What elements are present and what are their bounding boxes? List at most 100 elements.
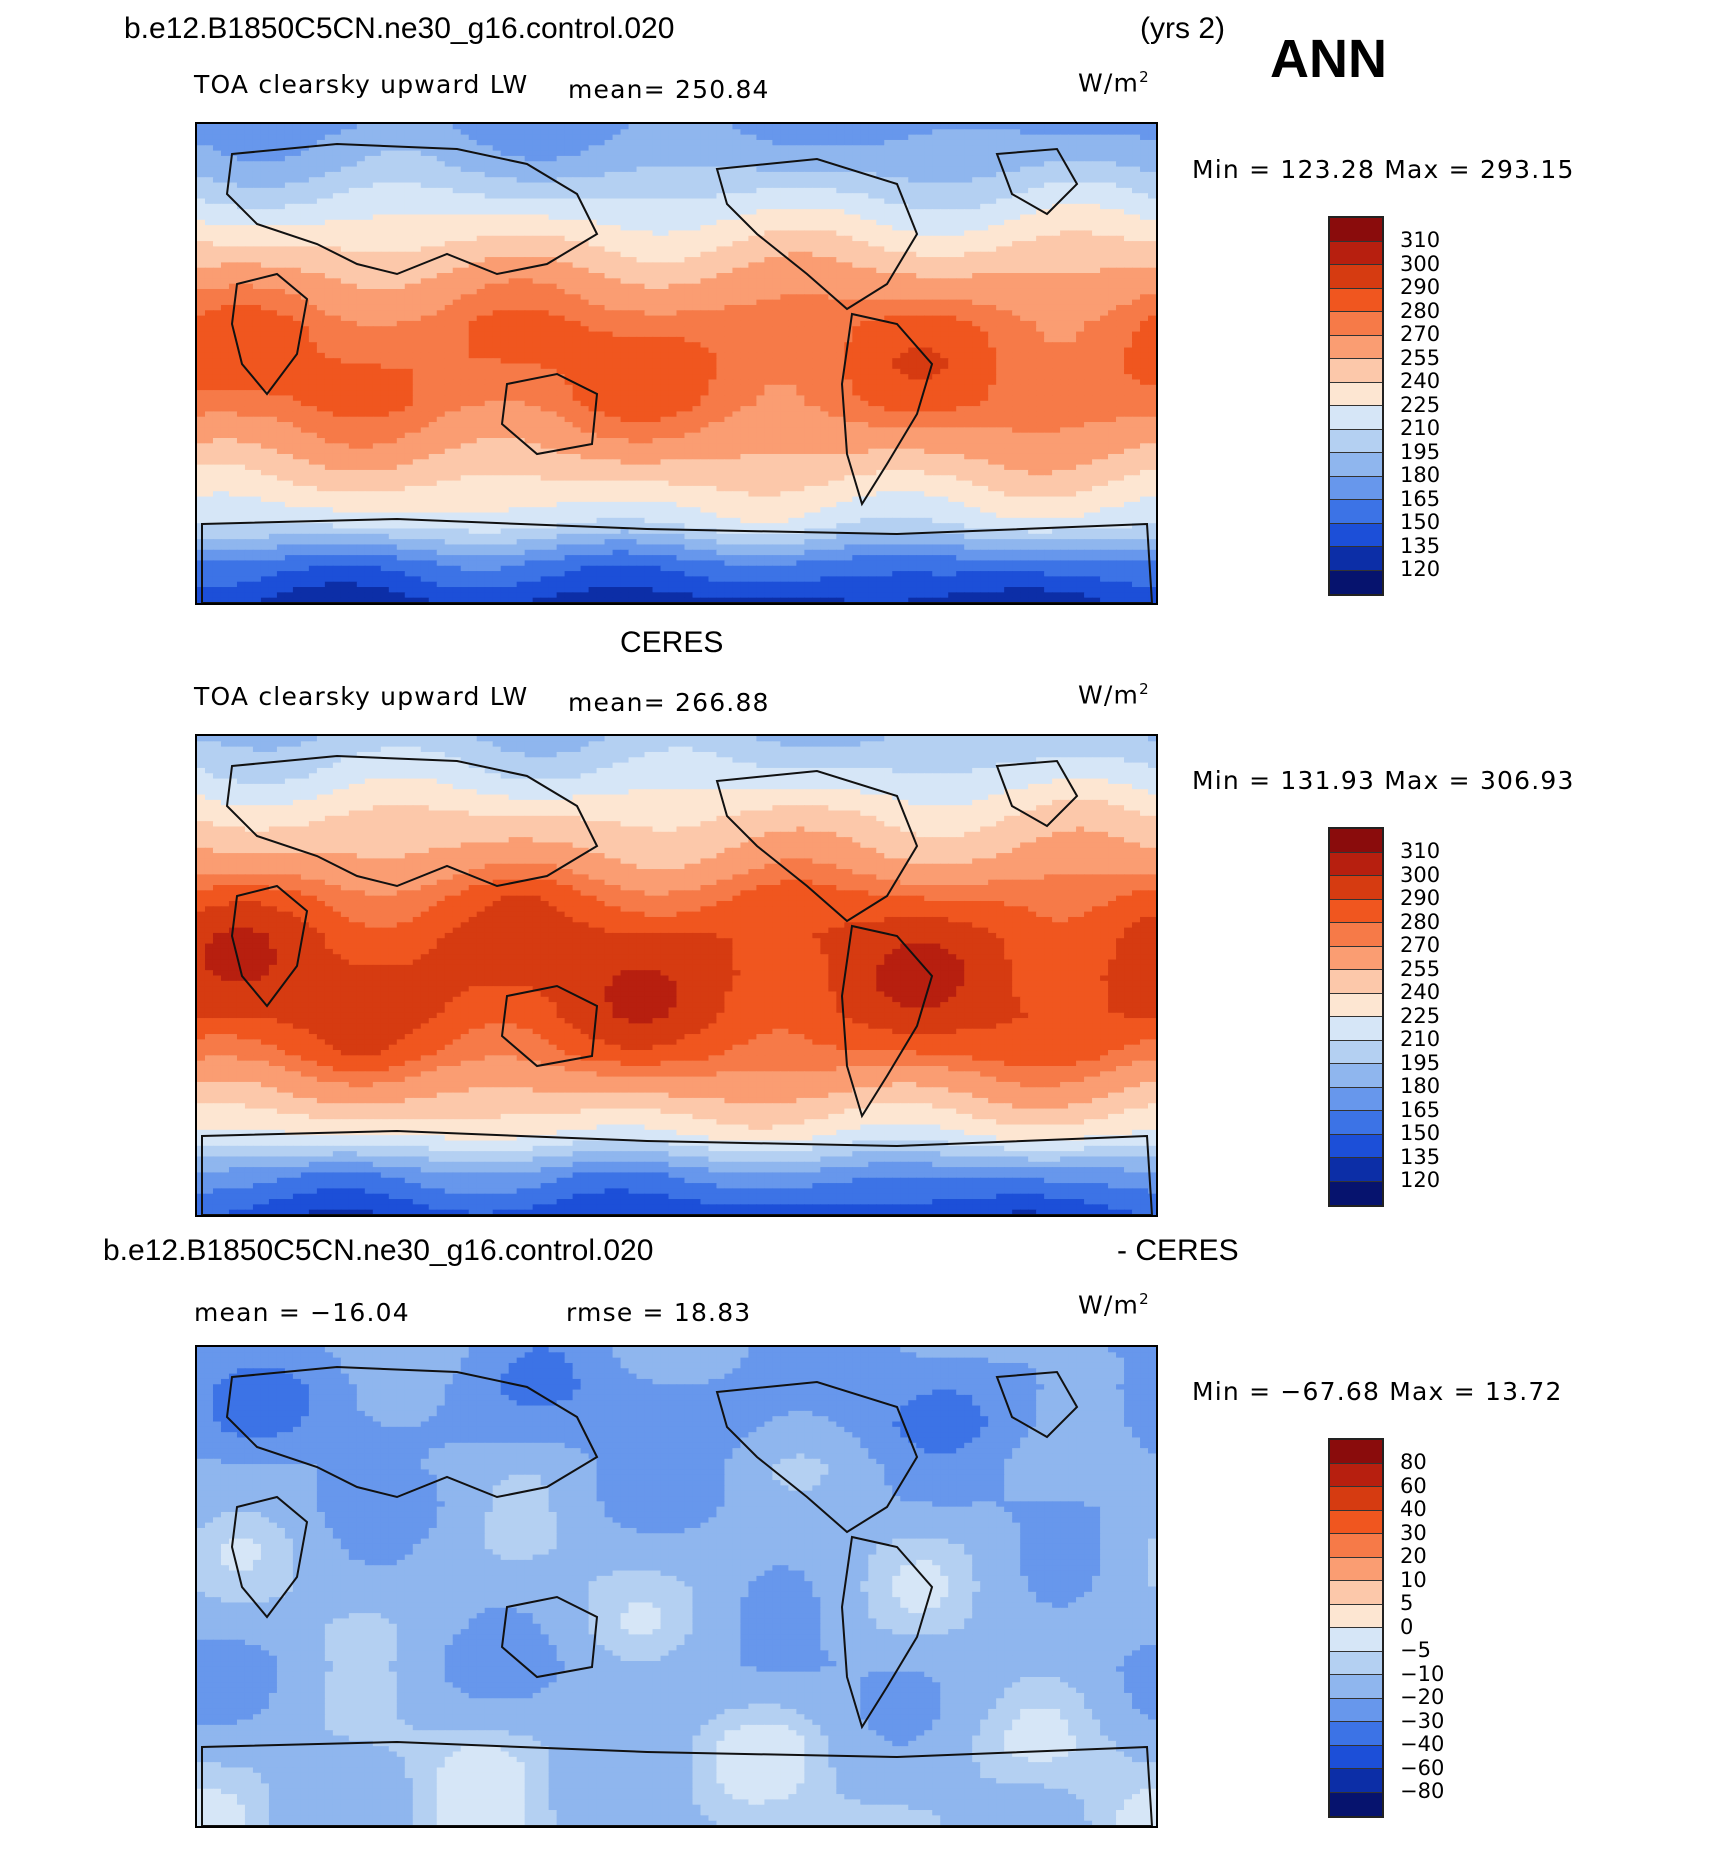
field-cell: [956, 124, 965, 130]
field-cell: [1028, 124, 1037, 130]
field-cell: [388, 145, 398, 152]
field-cell: [324, 214, 334, 221]
field-cell: [972, 203, 981, 210]
field-cell: [1012, 299, 1021, 306]
field-cell: [348, 187, 358, 194]
field-cell: [228, 166, 238, 173]
field-cell: [668, 139, 678, 146]
field-cell: [548, 171, 558, 178]
field-cell: [996, 241, 1005, 248]
field-cell: [404, 155, 414, 162]
field-cell: [436, 235, 446, 242]
field-cell: [1100, 283, 1109, 290]
field-cell: [1052, 139, 1061, 146]
field-cell: [428, 235, 438, 242]
field-cell: [780, 187, 789, 194]
field-cell: [324, 198, 334, 205]
field-cell: [580, 193, 590, 200]
field-cell: [1004, 203, 1013, 210]
field-cell: [620, 155, 630, 162]
field-cell: [404, 139, 414, 146]
field-cell: [420, 161, 430, 168]
field-cell: [876, 145, 885, 152]
field-cell: [308, 251, 318, 258]
field-cell: [684, 145, 694, 152]
field-cell: [676, 315, 686, 322]
field-cell: [1036, 235, 1045, 242]
field-cell: [1060, 139, 1069, 146]
field-cell: [1108, 124, 1117, 130]
field-cell: [564, 124, 574, 130]
field-cell: [572, 166, 582, 173]
field-cell: [812, 336, 821, 343]
field-cell: [716, 145, 726, 152]
field-cell: [980, 241, 989, 248]
field-cell: [580, 198, 590, 205]
field-cell: [604, 150, 614, 157]
field-cell: [460, 225, 470, 232]
field-cell: [844, 326, 853, 333]
field-cell: [284, 177, 294, 184]
field-cell: [508, 124, 518, 130]
field-cell: [364, 342, 374, 349]
field-cell: [356, 304, 366, 311]
panel1-units: W/m2: [1078, 68, 1150, 97]
field-cell: [1116, 257, 1125, 263]
field-cell: [980, 288, 989, 295]
field-cell: [476, 230, 486, 237]
field-cell: [380, 336, 390, 343]
field-cell: [468, 134, 478, 141]
field-cell: [1116, 225, 1125, 232]
field-cell: [460, 315, 470, 322]
field-cell: [1148, 193, 1156, 200]
field-cell: [580, 326, 590, 333]
field-cell: [812, 230, 821, 237]
field-cell: [572, 182, 582, 189]
field-cell: [884, 177, 893, 184]
field-cell: [212, 139, 222, 146]
field-cell: [612, 251, 622, 258]
field-cell: [372, 262, 382, 269]
field-cell: [876, 288, 885, 295]
field-cell: [1148, 150, 1156, 157]
field-cell: [1140, 262, 1149, 269]
field-cell: [836, 331, 845, 338]
field-cell: [684, 161, 694, 168]
field-cell: [332, 171, 342, 178]
field-cell: [396, 155, 406, 162]
field-cell: [380, 187, 390, 194]
field-cell: [1012, 235, 1021, 242]
field-cell: [276, 155, 286, 162]
field-cell: [396, 161, 406, 168]
field-cell: [444, 331, 454, 338]
field-cell: [948, 241, 957, 248]
field-cell: [732, 246, 742, 253]
field-cell: [876, 294, 885, 301]
field-cell: [908, 171, 917, 178]
field-cell: [1076, 294, 1085, 301]
field-cell: [396, 294, 406, 301]
field-cell: [276, 336, 286, 343]
field-cell: [884, 241, 893, 248]
field-cell: [660, 299, 670, 306]
field-cell: [844, 235, 853, 242]
field-cell: [292, 150, 302, 157]
field-cell: [676, 145, 686, 152]
field-cell: [316, 320, 326, 327]
field-cell: [548, 294, 558, 301]
field-cell: [820, 283, 829, 290]
field-cell: [364, 235, 374, 242]
field-cell: [700, 331, 710, 338]
field-cell: [628, 124, 638, 130]
field-cell: [452, 203, 462, 210]
field-cell: [772, 273, 781, 279]
field-cell: [716, 214, 726, 221]
field-cell: [1004, 171, 1013, 178]
field-cell: [252, 187, 262, 194]
field-cell: [604, 124, 614, 130]
field-cell: [564, 230, 574, 237]
field-cell: [740, 193, 750, 200]
field-cell: [1052, 150, 1061, 157]
field-cell: [1068, 257, 1077, 263]
field-cell: [628, 257, 638, 263]
